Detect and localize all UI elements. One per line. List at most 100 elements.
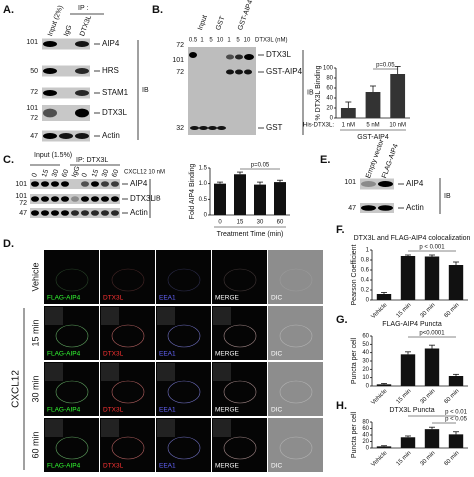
cell-outline (223, 436, 257, 460)
band (226, 69, 234, 75)
blot-strip (30, 179, 120, 189)
panel-letter: G. (336, 314, 348, 326)
cell-outline (55, 268, 89, 292)
x-tick-label: 1 nM (342, 123, 355, 129)
band (51, 181, 59, 187)
cell-outline (167, 268, 201, 292)
lane-label: IgG (71, 165, 81, 178)
lane-label: 30 (101, 169, 110, 179)
y-tick-label: 40 (362, 433, 369, 439)
bar (274, 182, 286, 215)
band (75, 67, 89, 75)
y-axis-label: Fold AIP4 Binding (189, 164, 196, 220)
bar (448, 376, 464, 386)
x-tick-label: 15 min (396, 302, 413, 319)
inset (101, 419, 119, 437)
bar (400, 437, 416, 448)
inset (45, 419, 63, 437)
bar (400, 354, 416, 386)
row-label: 30 min (30, 375, 40, 402)
cell-outline (279, 324, 313, 348)
band (111, 210, 119, 216)
channel-label: EEA1 (159, 351, 176, 358)
band-label: HRS (102, 66, 119, 75)
x-tick-label: 60 (277, 220, 284, 226)
panel-letter: C. (3, 154, 14, 166)
conc-label: 1 (227, 38, 231, 44)
band (75, 132, 89, 140)
inset (213, 363, 231, 381)
panel-letter: A. (3, 4, 14, 16)
y-tick-label: 0 (330, 116, 334, 122)
micrograph (156, 250, 211, 304)
conc-label: 5 (236, 38, 240, 44)
annotation: p<0.0001 (419, 331, 445, 337)
band-label: GST-AIP4 (266, 67, 303, 76)
chart-title: DTX3L Puncta (389, 407, 434, 414)
mw-label: 101 (26, 39, 38, 46)
band-label: AIP4 (102, 39, 120, 48)
lane-label: GST (215, 15, 227, 32)
x-tick-label: Vehicle (371, 388, 389, 406)
inset (101, 363, 119, 381)
band (71, 210, 79, 216)
band (43, 67, 57, 75)
y-tick-label: 1.0 (199, 181, 208, 187)
annotation: p < 0.01 (445, 410, 468, 416)
band (51, 196, 59, 202)
band-label: DTX3L (102, 108, 127, 117)
inset (213, 419, 231, 437)
y-tick-label: 40 (326, 96, 333, 102)
header: IP: DTX3L (76, 157, 108, 164)
y-tick-label: 0.8 (361, 258, 370, 264)
blot-strip (42, 105, 90, 121)
inset (45, 307, 63, 325)
band (43, 108, 57, 118)
conc-title: DTX3L (nM) (255, 38, 287, 44)
panel-letter: D. (3, 238, 14, 250)
mw-label: 72 (30, 115, 38, 122)
band (190, 126, 199, 130)
band (71, 196, 79, 202)
lane-label: 0 (81, 172, 89, 178)
ib-label: IB (154, 195, 161, 202)
panel-letter: E. (320, 154, 330, 166)
conc-label: 10 (217, 38, 224, 44)
lane-label: IgG (63, 24, 73, 37)
cell-outline (55, 324, 89, 348)
band (61, 196, 69, 202)
bar (254, 184, 266, 215)
panel-letter: F. (336, 224, 345, 236)
bar (400, 256, 416, 300)
channel-label: MERGE (215, 351, 240, 358)
x-tick-label: 60 min (444, 450, 461, 467)
micrograph (268, 362, 323, 416)
ib-label: IB (307, 89, 314, 96)
cell-outline (111, 436, 145, 460)
band-label: STAM1 (102, 88, 129, 97)
lane-label: FLAG-AIP4 (381, 143, 400, 179)
x-axis-label: Treatment Time (min) (217, 231, 284, 238)
panel-letter: H. (336, 400, 347, 412)
y-tick-label: 0 (366, 298, 370, 304)
y-tick-label: 40 (362, 350, 369, 356)
band (217, 126, 226, 130)
bar (448, 265, 464, 300)
band (41, 181, 49, 187)
cell-outline (223, 380, 257, 404)
cell-outline (111, 324, 145, 348)
band (81, 181, 89, 187)
annotation: p < 0.001 (419, 245, 445, 251)
y-tick-label: 20 (326, 106, 333, 112)
band-label: GST (266, 123, 283, 132)
band (208, 126, 217, 130)
blot-strip (42, 87, 90, 99)
mw-label: 101 (15, 193, 27, 200)
channel-label: DTX3L (103, 351, 124, 358)
x-prefix: His-DTX3L: (303, 123, 334, 129)
x-tick-label: Vehicle (371, 302, 389, 320)
mw-label: 101 (172, 57, 184, 64)
inset (101, 307, 119, 325)
annotation: p=0.05 (376, 63, 395, 69)
